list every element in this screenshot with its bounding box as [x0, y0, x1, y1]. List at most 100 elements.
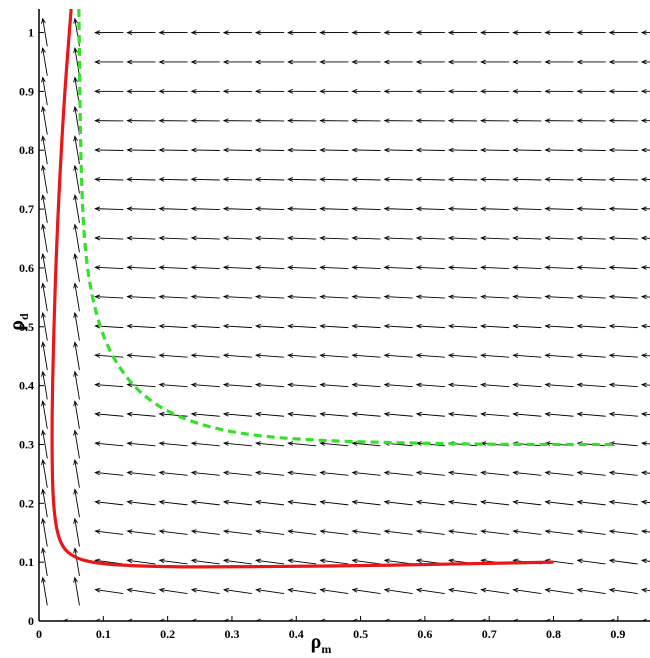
field-arrow [41, 400, 48, 429]
field-arrow [480, 294, 510, 300]
field-arrow [480, 177, 510, 182]
field-arrow [544, 59, 574, 65]
field-arrow [190, 206, 220, 212]
field-arrow [512, 294, 542, 300]
field-arrow [287, 177, 317, 182]
field-arrow [319, 499, 349, 506]
field-arrow [94, 265, 124, 270]
y-axis-label-main: ρ [6, 320, 28, 331]
field-arrow [126, 59, 156, 65]
field-arrow [415, 353, 445, 358]
field-arrow [415, 411, 445, 417]
field-arrow [351, 470, 381, 476]
y-tick-label: 0.8 [19, 143, 34, 157]
field-arrow [608, 441, 638, 447]
field-arrow [126, 147, 156, 153]
field-arrow [126, 529, 156, 535]
field-arrow [608, 147, 638, 153]
field-arrow [383, 470, 413, 476]
field-arrow [415, 147, 445, 153]
field-arrow [415, 294, 445, 300]
field-arrow [319, 118, 349, 124]
field-arrow [126, 235, 156, 241]
field-arrow [41, 223, 48, 253]
field-arrow [447, 88, 478, 94]
field-arrow [544, 323, 574, 329]
field-arrow [512, 177, 542, 182]
field-arrow [126, 353, 156, 358]
field-arrow [41, 576, 48, 606]
field-arrow [544, 30, 574, 35]
field-arrow [351, 88, 381, 94]
field-arrow [319, 587, 349, 594]
field-arrow [255, 411, 285, 417]
field-arrow [73, 282, 80, 312]
field-arrow [351, 177, 381, 182]
field-arrow [287, 30, 317, 35]
field-arrow [640, 441, 650, 446]
field-arrow [255, 558, 285, 565]
field-arrow [41, 135, 48, 165]
field-arrow [480, 265, 510, 270]
field-arrow [480, 587, 510, 594]
field-arrow [512, 118, 542, 124]
field-arrow [608, 235, 638, 241]
field-arrow [254, 618, 285, 621]
x-axis-label-sub: m [321, 642, 331, 656]
field-arrow [351, 59, 381, 65]
y-axis-label-sub: d [17, 313, 31, 320]
field-arrow [608, 294, 638, 300]
field-arrow [158, 382, 188, 388]
x-tick-label: 0.1 [96, 627, 111, 641]
field-arrow [512, 353, 542, 358]
field-arrow [415, 265, 445, 270]
field-arrow [480, 411, 510, 417]
field-arrow [73, 311, 80, 341]
y-tick-label: 0 [28, 614, 34, 628]
y-tick-label: 1 [28, 26, 34, 40]
field-arrow [351, 618, 381, 621]
field-arrow [222, 265, 252, 270]
field-arrow [41, 76, 48, 106]
field-arrow [480, 323, 510, 329]
field-arrow [640, 587, 650, 593]
field-arrow [287, 441, 317, 447]
field-arrow [190, 265, 220, 270]
field-arrow [576, 470, 606, 476]
field-arrow [73, 488, 80, 518]
field-arrow [254, 59, 285, 65]
field-arrow [158, 88, 188, 94]
field-arrow [287, 353, 317, 358]
field-arrow [448, 529, 478, 535]
field-arrow [415, 499, 445, 506]
field-arrow [512, 147, 542, 153]
field-arrow [608, 470, 638, 476]
field-arrow [576, 558, 606, 565]
field-arrow [190, 177, 220, 182]
y-tick-label: 0.3 [19, 437, 34, 451]
field-arrow [126, 206, 156, 212]
field-arrow [512, 411, 542, 417]
field-arrow [94, 441, 124, 447]
field-arrow [415, 59, 445, 65]
field-arrow [640, 382, 650, 388]
field-arrow [383, 177, 413, 182]
field-arrow [512, 206, 542, 212]
x-axis-label: ρm [311, 631, 332, 656]
field-arrow [544, 618, 574, 621]
field-arrow [94, 382, 124, 388]
x-tick-label: 0.8 [546, 627, 561, 641]
field-arrow [94, 59, 124, 65]
y-tick-label: 0.4 [19, 379, 34, 393]
field-arrow [319, 88, 349, 94]
field-arrow [640, 618, 650, 621]
field-arrow [512, 382, 542, 388]
field-arrow [544, 265, 574, 270]
field-arrow [254, 30, 285, 35]
field-arrow [576, 88, 606, 94]
y-tick-label: 0.2 [19, 496, 34, 510]
field-arrow [126, 558, 156, 565]
x-tick-label: 0.7 [482, 627, 497, 641]
field-arrow [383, 59, 413, 65]
field-arrow [512, 587, 542, 594]
